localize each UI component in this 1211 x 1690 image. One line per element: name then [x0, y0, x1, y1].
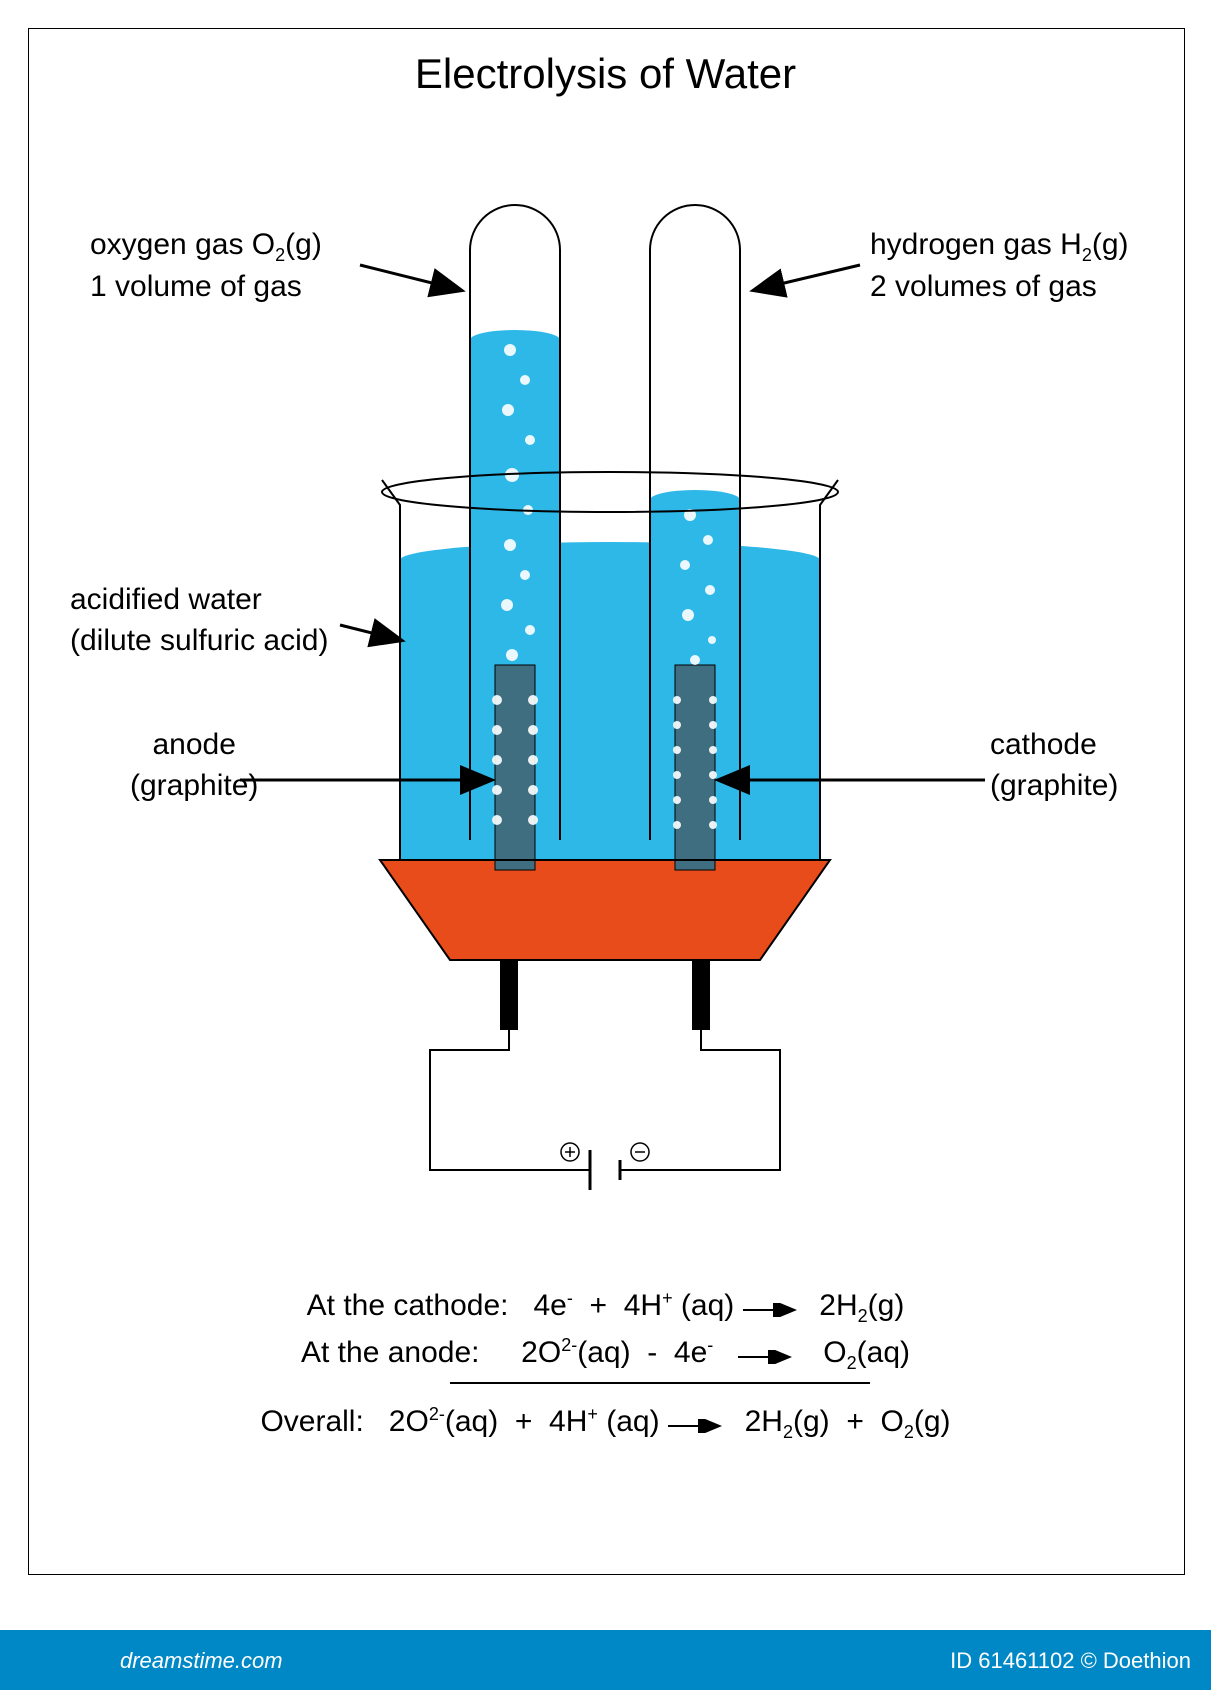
page: Electrolysis of Water oxygen gas O2(g) 1… — [0, 0, 1211, 1690]
anode-equation: At the anode: 2O2-(aq) - 4e- O2(aq) — [0, 1335, 1211, 1374]
overall-equation: Overall: 2O2-(aq) + 4H+ (aq) 2H2(g) + O2… — [0, 1404, 1211, 1443]
cathode-equation: At the cathode: 4e- + 4H+ (aq) 2H2(g) — [0, 1288, 1211, 1327]
equations-block: At the cathode: 4e- + 4H+ (aq) 2H2(g) At… — [0, 1280, 1211, 1451]
footer-site: dreamstime.com — [120, 1648, 283, 1674]
footer-id: ID 61461102 © Doethion — [950, 1648, 1191, 1674]
equation-divider — [450, 1382, 870, 1384]
electrolysis-diagram — [0, 0, 1211, 1260]
